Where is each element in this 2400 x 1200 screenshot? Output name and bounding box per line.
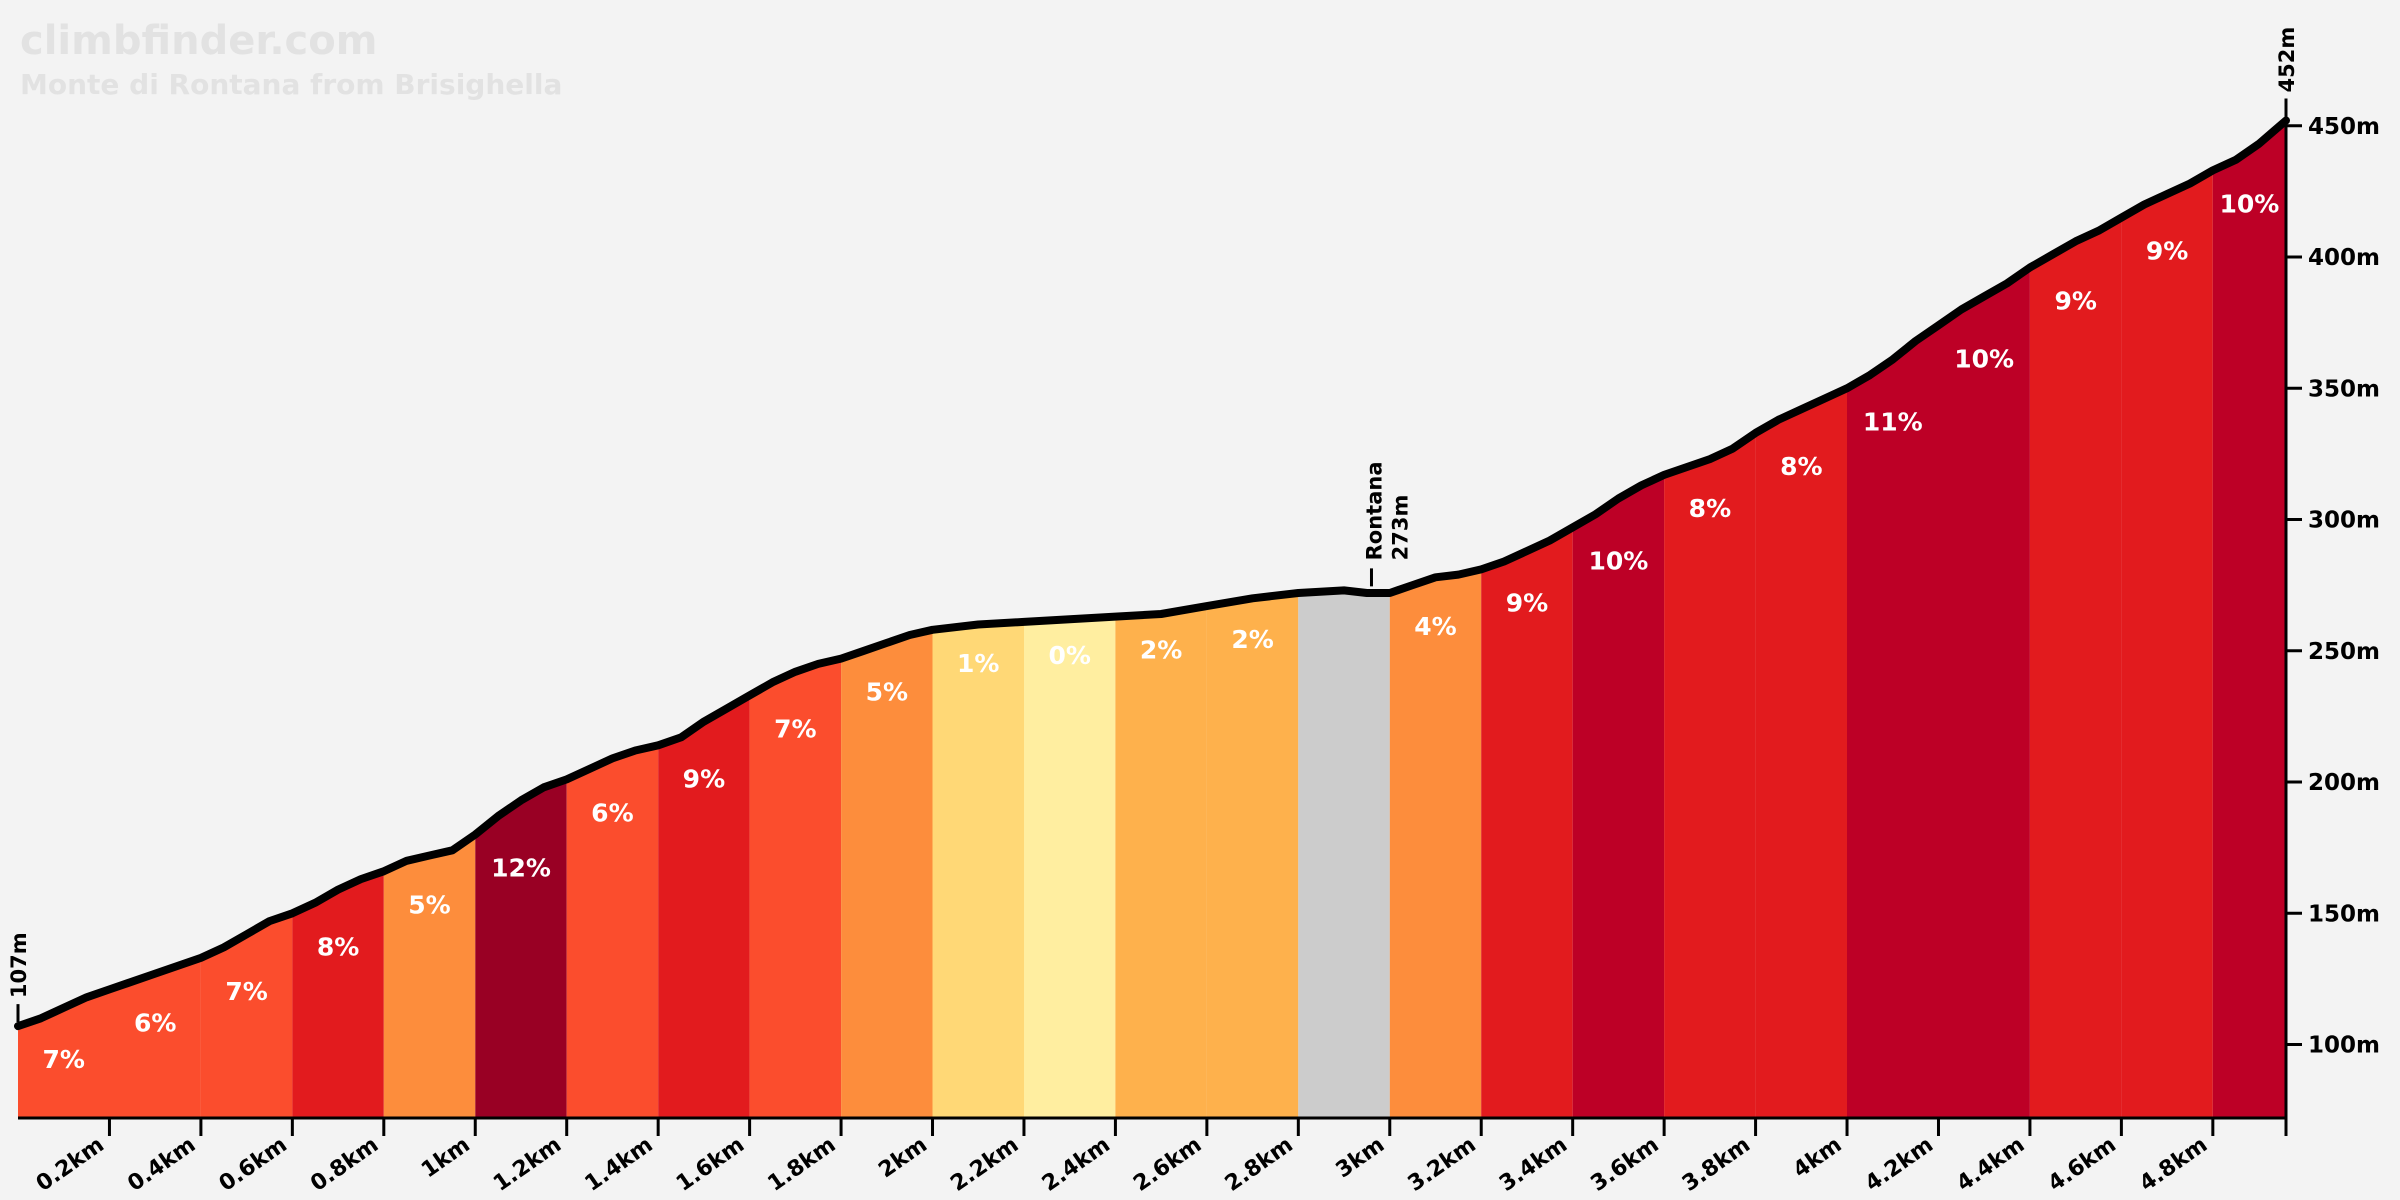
- x-tick-label-3: 0.6km: [215, 1132, 292, 1196]
- y-tick-label-2: 150m: [2308, 901, 2380, 927]
- x-tick-label-2: 0.4km: [123, 1132, 200, 1196]
- climb-title: Monte di Rontana from Brisighella: [20, 68, 563, 101]
- gradient-segment-23: [2029, 217, 2122, 1119]
- x-tick-label-13: 2.6km: [1129, 1132, 1206, 1196]
- profile-line: [14, 116, 2290, 1031]
- x-tick-label-10: 2km: [874, 1132, 932, 1183]
- elevation-label-end: 452m: [2275, 27, 2299, 93]
- y-tick-label-4: 250m: [2308, 639, 2380, 665]
- gradient-segment-20: [1755, 388, 1847, 1118]
- gradient-segment-9: [749, 658, 842, 1118]
- gradient-segment-15: [1298, 590, 1390, 1118]
- x-tick-label-17: 3.4km: [1495, 1132, 1572, 1196]
- site-watermark: climbfinder.com: [20, 18, 378, 64]
- gradient-segment-10: [841, 629, 933, 1118]
- y-tick-label-5: 300m: [2308, 508, 2380, 534]
- x-tick-label-6: 1.2km: [489, 1132, 566, 1196]
- gradient-label-16: 4%: [1414, 612, 1456, 641]
- gradient-segment-19: [1664, 432, 1756, 1118]
- gradient-segment-24: [2121, 170, 2213, 1118]
- y-tick-label-1: 100m: [2308, 1033, 2380, 1059]
- gradient-label-13: 2%: [1140, 636, 1182, 665]
- x-tick-label-21: 4.2km: [1861, 1132, 1938, 1196]
- x-tick-label-19: 3.8km: [1678, 1132, 1755, 1196]
- gradient-segment-25: [2212, 120, 2286, 1118]
- gradient-segment-11: [932, 621, 1024, 1118]
- gradient-label-10: 5%: [866, 678, 908, 707]
- x-tick-label-22: 4.4km: [1952, 1132, 2029, 1196]
- x-tick-label-8: 1.6km: [672, 1132, 749, 1196]
- x-tick-label-11: 2.2km: [946, 1132, 1023, 1196]
- x-tick-label-5: 1km: [417, 1132, 475, 1183]
- gradient-label-2: 6%: [134, 1008, 176, 1037]
- gradient-label-25: 10%: [2219, 189, 2279, 218]
- x-tick-label-24: 4.8km: [2135, 1132, 2212, 1196]
- elevation-label-start: 107m: [7, 932, 31, 998]
- gradient-segment-12: [1024, 616, 1116, 1118]
- gradient-segment-21: [1847, 325, 1939, 1118]
- x-tick-label-12: 2.4km: [1038, 1132, 1115, 1196]
- gradient-label-24: 9%: [2146, 237, 2188, 266]
- x-tick-label-18: 3.6km: [1587, 1132, 1664, 1196]
- gradient-label-21: 11%: [1863, 407, 1923, 436]
- gradient-label-3: 7%: [225, 977, 267, 1006]
- gradient-segment-2: [109, 957, 201, 1118]
- x-tick-label-15: 3km: [1332, 1132, 1390, 1183]
- gradient-label-4: 8%: [317, 932, 359, 961]
- gradient-label-23: 9%: [2054, 287, 2096, 316]
- waypoint-elevation: 273m: [1388, 495, 1412, 561]
- gradient-label-17: 9%: [1506, 588, 1548, 617]
- gradient-label-22: 10%: [1954, 344, 2014, 373]
- x-tick-label-7: 1.4km: [581, 1132, 658, 1196]
- x-tick-label-20: 4km: [1789, 1132, 1847, 1183]
- y-tick-label-7: 400m: [2308, 245, 2380, 271]
- gradient-label-7: 6%: [591, 798, 633, 827]
- y-tick-label-3: 200m: [2308, 770, 2380, 796]
- x-tick-label-1: 0.2km: [32, 1132, 109, 1196]
- x-tick-label-14: 2.8km: [1221, 1132, 1298, 1196]
- gradient-segment-17: [1481, 527, 1573, 1118]
- gradient-segment-5: [383, 834, 476, 1118]
- x-tick-label-23: 4.6km: [2044, 1132, 2121, 1196]
- gradient-segment-16: [1389, 569, 1482, 1118]
- x-tick-label-9: 1.8km: [763, 1132, 840, 1196]
- gradient-segment-18: [1572, 474, 1665, 1118]
- gradient-label-9: 7%: [774, 714, 816, 743]
- gradient-segment-22: [1938, 267, 2030, 1118]
- gradient-label-8: 9%: [683, 764, 725, 793]
- gradient-segment-4: [292, 871, 384, 1118]
- y-tick-label-6: 350m: [2308, 376, 2380, 402]
- gradient-label-20: 8%: [1780, 452, 1822, 481]
- gradient-label-12: 0%: [1048, 641, 1090, 670]
- y-tick-label-8: 450m: [2308, 114, 2380, 140]
- gradient-label-14: 2%: [1231, 625, 1273, 654]
- gradient-label-5: 5%: [408, 890, 450, 919]
- gradient-label-11: 1%: [957, 649, 999, 678]
- gradient-label-1: 7%: [42, 1045, 84, 1074]
- gradient-segment-3: [200, 913, 293, 1118]
- gradient-label-19: 8%: [1689, 494, 1731, 523]
- waypoint-name: Rontana: [1362, 461, 1386, 560]
- gradient-segment-13: [1115, 606, 1207, 1118]
- x-tick-label-4: 0.8km: [306, 1132, 383, 1196]
- gradient-label-18: 10%: [1588, 546, 1648, 575]
- gradient-segment-7: [566, 745, 659, 1118]
- gradient-label-6: 12%: [491, 854, 551, 883]
- gradient-segment-6: [475, 779, 567, 1118]
- gradient-segment-14: [1206, 593, 1299, 1118]
- gradient-segment-8: [658, 695, 750, 1118]
- x-tick-label-16: 3.2km: [1404, 1132, 1481, 1196]
